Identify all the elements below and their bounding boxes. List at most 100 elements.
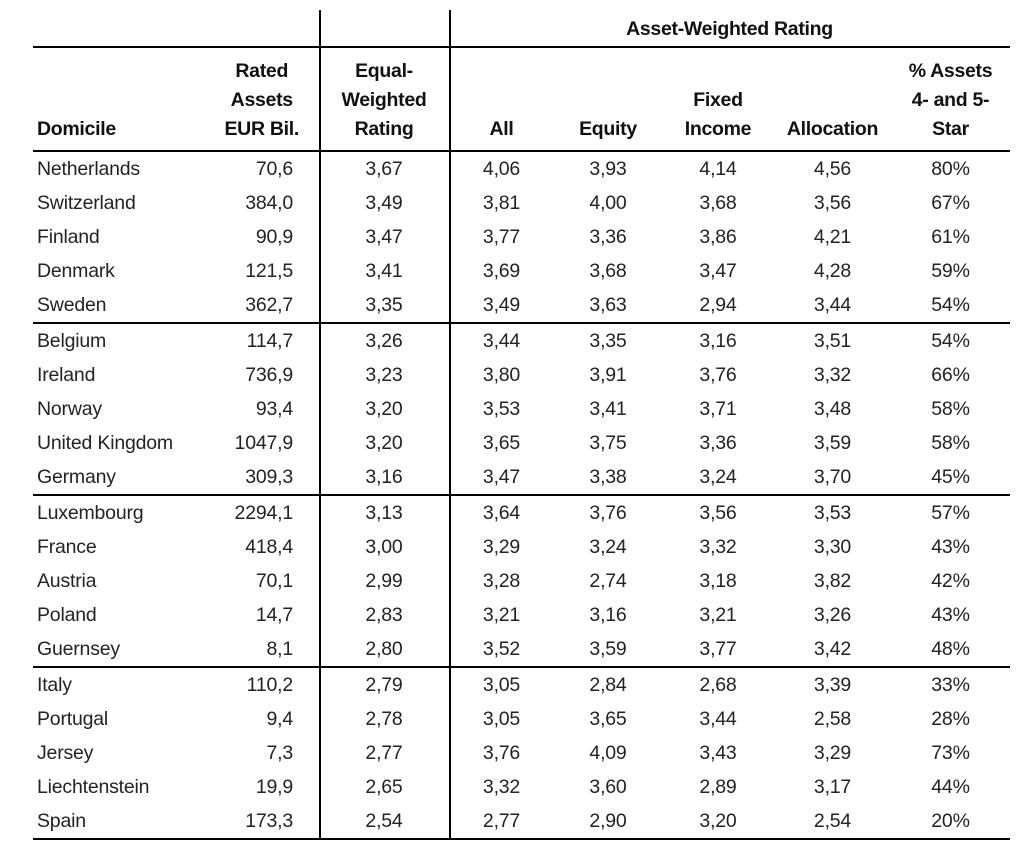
cell-aw-fixed-income: 2,68 xyxy=(699,674,737,696)
cell-aw-fixed-income: 2,89 xyxy=(699,776,737,798)
table-row: Portugal 9,4 2,78 3,05 3,65 3,44 2,58 28% xyxy=(33,702,1010,736)
cell-pct-assets-4-5-star: 61% xyxy=(931,226,970,248)
header-domicile: Domicile xyxy=(33,115,193,150)
cell-domicile: United Kingdom xyxy=(37,432,173,454)
table-row: Jersey 7,3 2,77 3,76 4,09 3,43 3,29 73% xyxy=(33,736,1010,770)
cell-aw-equity: 2,74 xyxy=(589,570,627,592)
cell-aw-fixed-income: 3,24 xyxy=(699,466,737,488)
cell-aw-allocation: 4,28 xyxy=(813,260,852,282)
header-aw-all: All xyxy=(449,115,554,150)
cell-aw-equity: 3,93 xyxy=(589,158,627,180)
header-line: Domicile xyxy=(37,118,116,140)
cell-aw-allocation: 3,70 xyxy=(813,466,852,488)
cell-aw-allocation: 3,17 xyxy=(813,776,852,798)
header-line: Equity xyxy=(579,118,637,140)
cell-aw-allocation: 3,29 xyxy=(813,742,852,764)
cell-aw-allocation: 3,53 xyxy=(813,502,852,524)
column-divider-2 xyxy=(449,10,451,840)
header-line: Weighted xyxy=(341,89,427,111)
cell-aw-fixed-income: 3,56 xyxy=(699,502,737,524)
cell-rated-assets-eur-bil: 418,4 xyxy=(245,536,293,558)
cell-aw-fixed-income: 3,68 xyxy=(699,192,737,214)
table-row: Poland 14,7 2,83 3,21 3,16 3,21 3,26 43% xyxy=(33,598,1010,632)
cell-aw-all: 3,32 xyxy=(482,776,521,798)
header-line: EUR Bil. xyxy=(224,118,299,140)
cell-pct-assets-4-5-star: 45% xyxy=(931,466,970,488)
header-line: Fixed xyxy=(693,89,743,111)
cell-pct-assets-4-5-star: 48% xyxy=(931,638,970,660)
cell-pct-assets-4-5-star: 20% xyxy=(931,810,970,832)
cell-aw-fixed-income: 3,43 xyxy=(699,742,737,764)
cell-pct-assets-4-5-star: 58% xyxy=(931,432,970,454)
cell-pct-assets-4-5-star: 43% xyxy=(931,604,970,626)
cell-aw-all: 3,05 xyxy=(482,708,521,730)
cell-domicile: Poland xyxy=(37,604,97,626)
header-line: % Assets xyxy=(908,60,993,82)
cell-domicile: Switzerland xyxy=(37,192,136,214)
cell-rated-assets-eur-bil: 736,9 xyxy=(245,364,293,386)
cell-aw-all: 4,06 xyxy=(482,158,521,180)
cell-aw-equity: 3,16 xyxy=(589,604,627,626)
cell-equal-weighted-rating: 3,41 xyxy=(365,260,403,282)
table-row: Austria 70,1 2,99 3,28 2,74 3,18 3,82 42% xyxy=(33,564,1010,598)
cell-aw-equity: 3,68 xyxy=(589,260,627,282)
header-rated-assets-eur-bil: Rated Assets EUR Bil. xyxy=(193,57,319,150)
header-line: Income xyxy=(684,118,752,140)
cell-aw-fixed-income: 3,44 xyxy=(699,708,737,730)
cell-aw-allocation: 4,56 xyxy=(813,158,852,180)
cell-domicile: Jersey xyxy=(37,742,94,764)
header-pct-assets-4-5-star: % Assets 4- and 5- Star xyxy=(891,57,1010,150)
cell-domicile: Ireland xyxy=(37,364,96,386)
cell-domicile: Netherlands xyxy=(37,158,140,180)
cell-equal-weighted-rating: 3,47 xyxy=(365,226,403,248)
table-row: Guernsey 8,1 2,80 3,52 3,59 3,77 3,42 48% xyxy=(33,632,1010,666)
cell-equal-weighted-rating: 2,65 xyxy=(365,776,403,798)
cell-rated-assets-eur-bil: 384,0 xyxy=(245,192,293,214)
header-aw-fixed-income: Fixed Income xyxy=(662,86,774,150)
cell-aw-fixed-income: 3,76 xyxy=(699,364,737,386)
cell-aw-allocation: 3,51 xyxy=(813,330,852,352)
cell-aw-all: 3,76 xyxy=(482,742,521,764)
cell-aw-equity: 3,59 xyxy=(589,638,627,660)
cell-aw-fixed-income: 3,21 xyxy=(699,604,737,626)
cell-aw-equity: 3,35 xyxy=(589,330,627,352)
cell-pct-assets-4-5-star: 73% xyxy=(931,742,970,764)
header-equal-weighted-rating: Equal- Weighted Rating xyxy=(319,57,449,150)
asset-weighted-rating-spanner: Asset-Weighted Rating xyxy=(626,18,833,40)
header-line: Equal- xyxy=(355,60,413,82)
header-line: Rating xyxy=(354,118,414,140)
cell-aw-fixed-income: 3,47 xyxy=(699,260,737,282)
header-line: Assets xyxy=(230,89,293,111)
cell-aw-allocation: 3,56 xyxy=(813,192,852,214)
cell-aw-allocation: 3,48 xyxy=(813,398,852,420)
cell-aw-allocation: 3,44 xyxy=(813,294,852,316)
cell-aw-fixed-income: 3,86 xyxy=(699,226,737,248)
cell-equal-weighted-rating: 3,67 xyxy=(365,158,403,180)
cell-rated-assets-eur-bil: 93,4 xyxy=(255,398,293,420)
cell-rated-assets-eur-bil: 9,4 xyxy=(266,708,293,730)
table-row: Denmark 121,5 3,41 3,69 3,68 3,47 4,28 59% xyxy=(33,254,1010,288)
cell-rated-assets-eur-bil: 1047,9 xyxy=(234,432,294,454)
cell-rated-assets-eur-bil: 90,9 xyxy=(255,226,293,248)
cell-equal-weighted-rating: 2,83 xyxy=(365,604,403,626)
cell-aw-all: 3,44 xyxy=(482,330,521,352)
cell-aw-allocation: 3,30 xyxy=(813,536,852,558)
cell-pct-assets-4-5-star: 28% xyxy=(931,708,970,730)
cell-pct-assets-4-5-star: 59% xyxy=(931,260,970,282)
column-divider-1 xyxy=(319,10,321,840)
cell-aw-all: 3,53 xyxy=(482,398,521,420)
cell-aw-allocation: 3,42 xyxy=(813,638,852,660)
cell-aw-all: 3,47 xyxy=(482,466,521,488)
cell-equal-weighted-rating: 3,20 xyxy=(365,398,403,420)
spanner-header-row: Asset-Weighted Rating xyxy=(33,8,1010,48)
table-row: France 418,4 3,00 3,29 3,24 3,32 3,30 43% xyxy=(33,530,1010,564)
cell-domicile: Guernsey xyxy=(37,638,120,660)
cell-aw-all: 2,77 xyxy=(482,810,521,832)
cell-aw-all: 3,49 xyxy=(482,294,521,316)
cell-aw-all: 3,80 xyxy=(482,364,521,386)
cell-domicile: Norway xyxy=(37,398,102,420)
cell-rated-assets-eur-bil: 121,5 xyxy=(245,260,293,282)
cell-pct-assets-4-5-star: 33% xyxy=(931,674,970,696)
cell-domicile: Germany xyxy=(37,466,116,488)
cell-aw-equity: 2,90 xyxy=(589,810,627,832)
